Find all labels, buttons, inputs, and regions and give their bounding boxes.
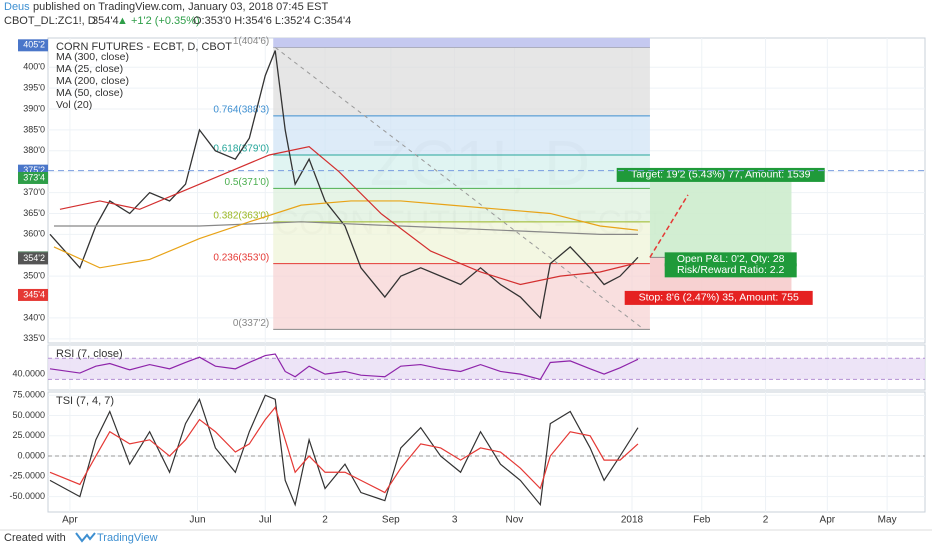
- x-tick-label: 3: [452, 515, 458, 526]
- price-marker: 354'2: [23, 253, 45, 263]
- last: 354'4: [92, 15, 119, 27]
- logo: [75, 532, 96, 543]
- x-tick-label: Apr: [820, 515, 836, 526]
- x-tick-label: Apr: [62, 515, 78, 526]
- x-tick-label: Jun: [189, 515, 205, 526]
- pane-title: CORN FUTURES - ECBT, D, CBOT: [56, 41, 232, 53]
- y-tick-label: 400'0: [23, 62, 45, 72]
- x-tick-label: 2: [763, 515, 769, 526]
- y-tick-label: 340'0: [23, 312, 45, 322]
- x-tick-label: Jul: [259, 515, 272, 526]
- fib-zone: [273, 154, 650, 189]
- y-tick-label: 395'0: [23, 83, 45, 93]
- target-label: Target: 19'2 (5.43%) 77, Amount: 1539: [631, 169, 811, 181]
- pane-frame: [47, 391, 926, 513]
- y-tick-label: 370'0: [23, 187, 45, 197]
- series-line: [49, 353, 639, 381]
- x-tick-label: 2018: [621, 515, 644, 526]
- brand[interactable]: TradingView: [97, 532, 158, 544]
- y-tick-label: 0.0000: [17, 450, 45, 460]
- fib-label: 0.764(388'3): [213, 104, 269, 115]
- legend-entry: MA (25, close): [56, 63, 123, 75]
- series-line: [53, 200, 639, 269]
- price-marker: 373'4: [23, 172, 45, 182]
- y-tick-label: 350'0: [23, 271, 45, 281]
- fib-label: 0.236(353'0): [213, 252, 269, 263]
- x-tick-label: Nov: [506, 515, 524, 526]
- y-tick-label: 390'0: [23, 103, 45, 113]
- pane-title: RSI (7, close): [56, 348, 123, 360]
- price-marker: 345'4: [23, 289, 45, 299]
- y-tick-label: 365'0: [23, 208, 45, 218]
- series-line: [49, 50, 639, 320]
- series-line: [59, 145, 635, 286]
- x-tick-label: Feb: [693, 515, 711, 526]
- stop-label-bg: [624, 290, 813, 305]
- price-marker: 375'2: [23, 165, 45, 175]
- trendline: [274, 47, 645, 330]
- fib-zone: [273, 47, 650, 116]
- fib-top-band: [273, 38, 650, 48]
- price-marker-bg: [18, 171, 48, 184]
- y-tick-label: 335'0: [23, 333, 45, 343]
- target-arrow: [649, 194, 689, 258]
- x-tick-label: May: [878, 515, 897, 526]
- price-marker-bg: [18, 39, 48, 52]
- change: ▲ +1'2 (+0.35%): [117, 15, 200, 27]
- x-tick-label: 2: [322, 515, 328, 526]
- legend-entry: MA (300, close): [56, 51, 129, 63]
- fib-label: 0(337'2): [233, 318, 269, 329]
- price-marker-bg: [18, 288, 48, 301]
- stop-label: Stop: 8'6 (2.47%) 35, Amount: 755: [639, 292, 799, 304]
- legend-entry: MA (50, close): [56, 87, 123, 99]
- pnl-label: Open P&L: 0'2, Qty: 28: [677, 253, 785, 265]
- y-tick-label: -50.0000: [9, 491, 45, 501]
- created: Created with: [4, 532, 66, 544]
- author[interactable]: Deus: [4, 1, 30, 13]
- symbol: CBOT_DL:ZC1!, D: [4, 15, 96, 27]
- target-zone: [649, 176, 792, 258]
- rsi-band: [48, 358, 925, 380]
- legend-entry: Vol (20): [56, 99, 92, 111]
- legend-entry: MA (200, close): [56, 75, 129, 87]
- ohlc: O:353'0 H:354'6 L:352'4 C:354'4: [193, 15, 351, 27]
- fib-label: 0.382(363'0): [213, 210, 269, 221]
- y-tick-label: 25.0000: [12, 430, 45, 440]
- y-tick-label: 50.0000: [12, 410, 45, 420]
- fib-label: 0.5(371'0): [225, 177, 270, 188]
- x-tick-label: Sep: [382, 515, 400, 526]
- y-tick-label: 385'0: [23, 124, 45, 134]
- y-tick-label: -25.0000: [9, 471, 45, 481]
- series-line: [53, 221, 638, 235]
- fib-zone: [273, 263, 650, 330]
- y-tick-label: 380'0: [23, 145, 45, 155]
- pnl-label-bg: [664, 252, 797, 267]
- price-marker-bg: [18, 252, 48, 265]
- target-label-bg: [616, 167, 825, 182]
- y-tick-label: 40.0000: [12, 368, 45, 378]
- y-tick-label: 360'0: [23, 229, 45, 239]
- series-line: [49, 406, 639, 494]
- rr-label: Risk/Reward Ratio: 2.2: [677, 264, 785, 276]
- rr-label-bg: [664, 263, 797, 278]
- fib-zone: [273, 115, 650, 155]
- fib-zone: [273, 188, 650, 222]
- price-marker: 405'2: [23, 40, 45, 50]
- y-tick-label: 75.0000: [12, 390, 45, 400]
- fib-label: 1(404'6): [233, 36, 269, 47]
- pane-title: TSI (7, 4, 7): [56, 395, 114, 407]
- published: published on TradingView.com, January 03…: [33, 1, 328, 13]
